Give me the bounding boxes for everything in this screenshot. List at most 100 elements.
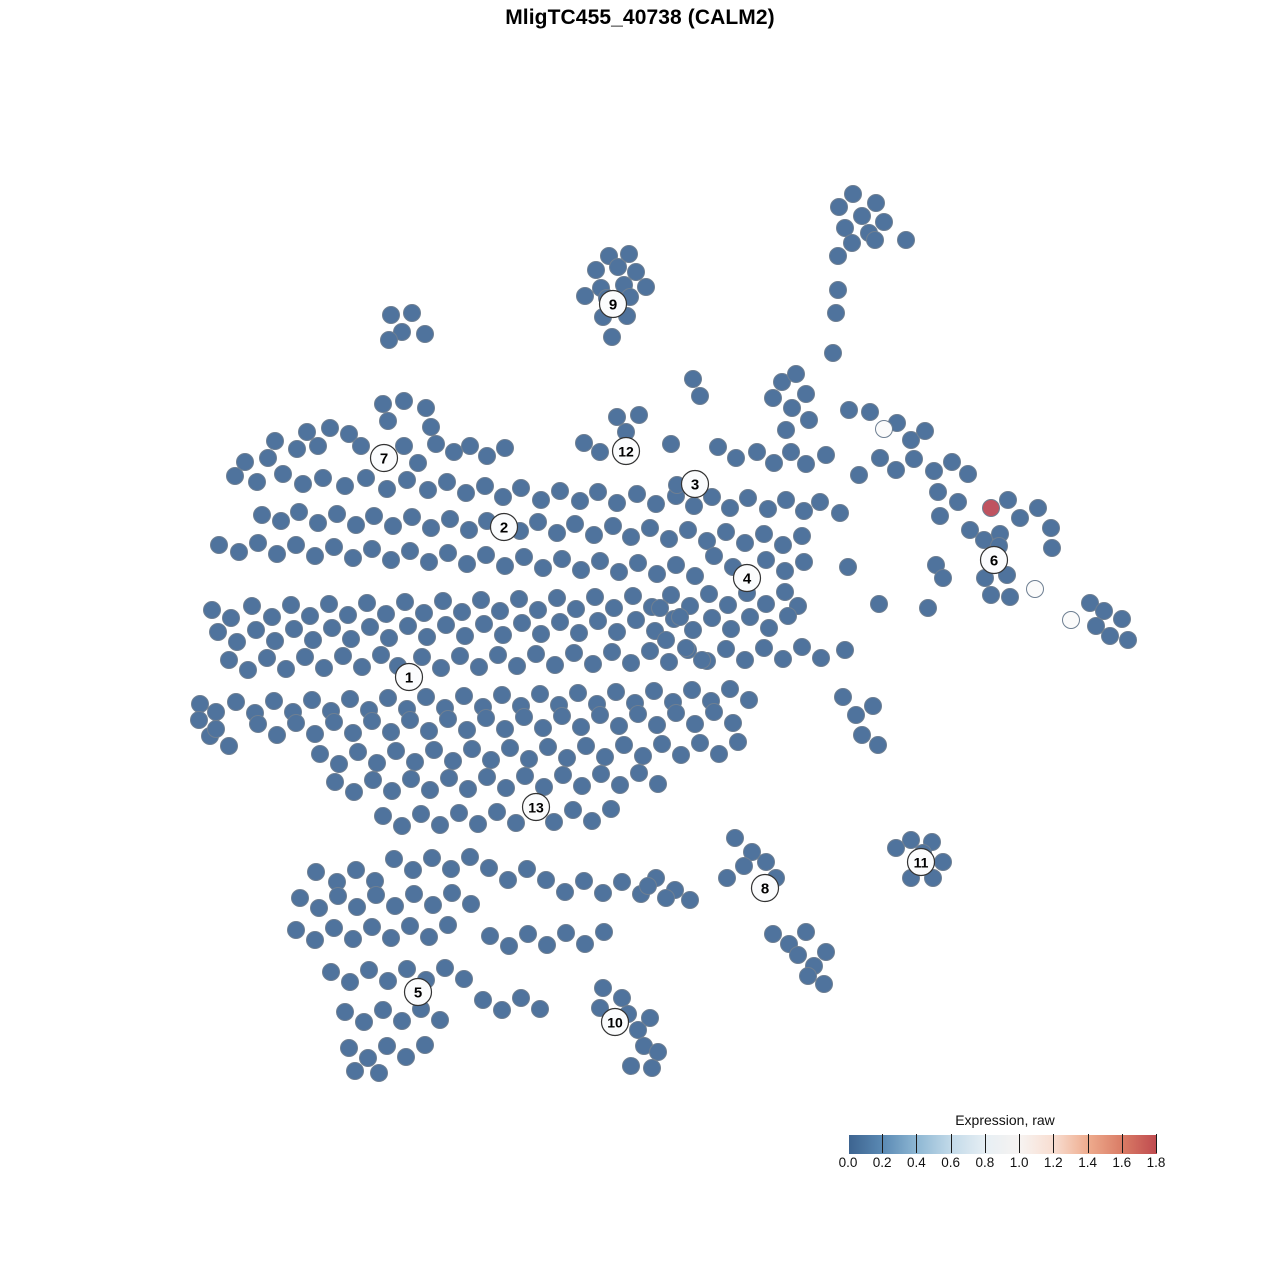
- scatter-point: [427, 435, 445, 453]
- scatter-point: [462, 895, 480, 913]
- cluster-label-12[interactable]: 12: [611, 436, 641, 466]
- scatter-point: [463, 740, 481, 758]
- scatter-point: [700, 585, 718, 603]
- cluster-label-circle: [611, 436, 641, 466]
- scatter-point: [797, 385, 815, 403]
- scatter-point: [385, 850, 403, 868]
- cluster-label-10[interactable]: 10: [600, 1007, 630, 1037]
- scatter-point: [274, 465, 292, 483]
- scatter-point: [591, 552, 609, 570]
- scatter-point: [793, 527, 811, 545]
- scatter-point: [461, 848, 479, 866]
- scatter-point: [456, 627, 474, 645]
- scatter-point: [672, 746, 690, 764]
- scatter-point: [570, 624, 588, 642]
- cluster-label-circle: [979, 545, 1009, 575]
- cluster-label-1[interactable]: 1: [394, 662, 424, 692]
- scatter-point: [249, 534, 267, 552]
- scatter-point: [310, 899, 328, 917]
- scatter-point: [831, 504, 849, 522]
- cluster-label-11[interactable]: 11: [906, 847, 936, 877]
- scatter-point: [615, 736, 633, 754]
- scatter-point: [368, 754, 386, 772]
- scatter-point: [482, 751, 500, 769]
- scatter-point: [605, 599, 623, 617]
- scatter-point: [377, 605, 395, 623]
- scatter-point: [513, 614, 531, 632]
- legend-tick: [1087, 1134, 1089, 1153]
- scatter-point: [641, 642, 659, 660]
- scatter-point: [346, 1062, 364, 1080]
- scatter-point: [651, 599, 669, 617]
- cluster-label-6[interactable]: 6: [979, 545, 1009, 575]
- scatter-point: [567, 600, 585, 618]
- scatter-point: [358, 594, 376, 612]
- scatter-point: [843, 234, 861, 252]
- scatter-point: [268, 726, 286, 744]
- cluster-label-text: 2: [500, 520, 508, 537]
- cluster-label-circle: [369, 443, 399, 473]
- scatter-point: [458, 555, 476, 573]
- cluster-label-5[interactable]: 5: [403, 977, 433, 1007]
- scatter-point: [328, 505, 346, 523]
- scatter-point: [222, 609, 240, 627]
- cluster-label-13[interactable]: 13: [521, 792, 551, 822]
- scatter-point: [556, 883, 574, 901]
- cluster-label-2[interactable]: 2: [489, 512, 519, 542]
- cluster-label-3[interactable]: 3: [680, 469, 710, 499]
- scatter-point: [415, 604, 433, 622]
- legend-tick-label: 0.8: [975, 1155, 995, 1170]
- legend-tick-label: 0.6: [941, 1155, 961, 1170]
- scatter-point: [422, 418, 440, 436]
- scatter-point: [491, 602, 509, 620]
- scatter-point: [709, 438, 727, 456]
- scatter-point: [613, 873, 631, 891]
- scatter-point: [608, 408, 626, 426]
- scatter-point: [258, 649, 276, 667]
- scatter-point: [577, 737, 595, 755]
- scatter-point: [683, 681, 701, 699]
- scatter-point: [710, 745, 728, 763]
- cluster-label-7[interactable]: 7: [369, 443, 399, 473]
- scatter-point: [564, 801, 582, 819]
- scatter-point: [445, 443, 463, 461]
- scatter-point: [671, 608, 689, 626]
- scatter-point: [263, 608, 281, 626]
- scatter-point: [451, 647, 469, 665]
- scatter-point: [679, 521, 697, 539]
- scatter-point: [610, 563, 628, 581]
- scatter-point: [622, 528, 640, 546]
- scatter-point: [836, 641, 854, 659]
- scatter-point: [929, 483, 947, 501]
- scatter-point: [645, 682, 663, 700]
- scatter-point: [1043, 539, 1061, 557]
- scatter-point: [401, 917, 419, 935]
- legend-tick-label: 1.8: [1146, 1155, 1166, 1170]
- scatter-point: [789, 946, 807, 964]
- scatter-point: [296, 648, 314, 666]
- legend-tick-labels: 0.0 0.2 0.4 0.6 0.8 1.0 1.2 1.4 1.6 1.8: [839, 1155, 1166, 1173]
- scatter-point: [322, 963, 340, 981]
- scatter-point: [265, 692, 283, 710]
- scatter-point: [657, 631, 675, 649]
- scatter-point: [622, 1057, 640, 1075]
- scatter-point: [721, 680, 739, 698]
- scatter-point: [344, 930, 362, 948]
- scatter-point: [925, 462, 943, 480]
- cluster-label-8[interactable]: 8: [750, 873, 780, 903]
- scatter-point: [340, 1039, 358, 1057]
- scatter-point: [474, 991, 492, 1009]
- scatter-point: [847, 706, 865, 724]
- scatter-point: [627, 611, 645, 629]
- cluster-label-9[interactable]: 9: [598, 289, 628, 319]
- scatter-point: [357, 469, 375, 487]
- scatter-point: [440, 769, 458, 787]
- cluster-label-4[interactable]: 4: [732, 563, 762, 593]
- scatter-point: [934, 569, 952, 587]
- legend-tick-label: 0.0: [838, 1155, 858, 1170]
- scatter-point: [352, 437, 370, 455]
- scatter-point: [398, 471, 416, 489]
- scatter-point: [220, 737, 238, 755]
- scatter-point: [834, 688, 852, 706]
